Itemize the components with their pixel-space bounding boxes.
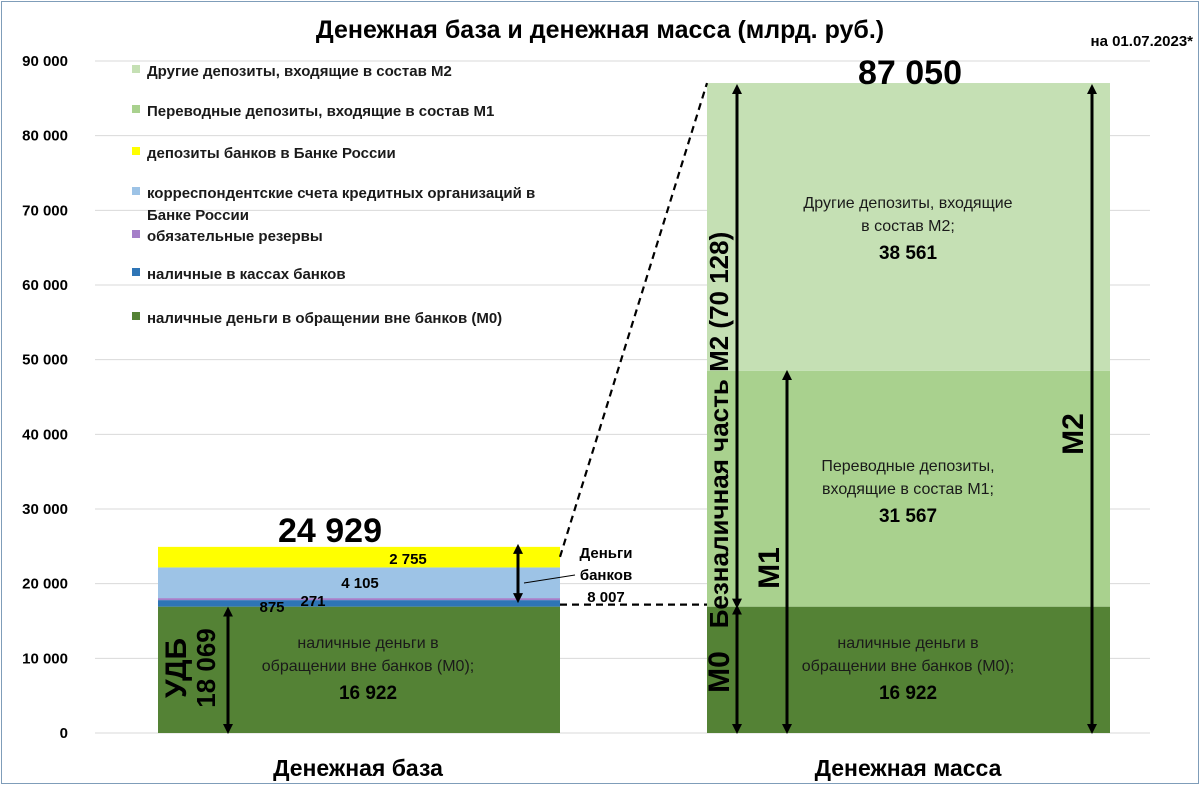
category-label: Денежная масса xyxy=(815,755,1002,781)
legend-swatch xyxy=(132,105,140,113)
data-label: 271 xyxy=(300,593,325,610)
udb-value: 18 069 xyxy=(191,628,221,708)
legend-label: корреспондентские счета кредитных органи… xyxy=(147,185,535,202)
legend-label: депозиты банков в Банке России xyxy=(147,145,396,162)
connector-dashed xyxy=(558,82,709,558)
annotations: 2 755 4 105 271 875 24 929 87 050 Денежная баз… xyxy=(160,54,1097,781)
bank-money-line1: Деньги xyxy=(580,545,633,562)
base-m0-label-line1: наличные деньги в xyxy=(297,635,438,652)
udb-label: УДБ xyxy=(160,638,193,698)
noncash-label: Безналичная часть М2 (70 128) xyxy=(704,232,734,629)
y-tick-label: 80 000 xyxy=(22,128,68,145)
m1-label: М1 xyxy=(753,547,786,589)
data-label: 4 105 xyxy=(341,575,379,592)
mass-m2-label-line2: в состав М2; xyxy=(861,218,955,235)
callout-line xyxy=(523,574,576,584)
chart-title: Денежная база и денежная масса (млрд. ру… xyxy=(316,16,884,44)
date-note: на 01.07.2023* xyxy=(1091,33,1194,50)
mass-m0-label-line2: обращении вне банков (М0); xyxy=(802,658,1014,675)
mass-m2-label-line1: Другие депозиты, входящие xyxy=(803,195,1012,212)
y-tick-label: 50 000 xyxy=(22,352,68,369)
mass-m0-label-line1: наличные деньги в xyxy=(837,635,978,652)
mass-m2-label-value: 38 561 xyxy=(879,243,938,264)
mass-m1-label-line2: входящие в состав М1; xyxy=(822,481,994,498)
data-label: 875 xyxy=(259,599,284,616)
y-tick-label: 0 xyxy=(60,725,68,742)
bars xyxy=(158,83,1110,733)
bar-segment xyxy=(158,600,560,607)
legend-label: Переводные депозиты, входящие в состав М… xyxy=(147,103,494,120)
legend-swatch xyxy=(132,312,140,320)
m0-label: М0 xyxy=(703,651,736,693)
legend-swatch xyxy=(132,268,140,276)
bank-money-value: 8 007 xyxy=(587,589,625,606)
y-tick-label: 60 000 xyxy=(22,277,68,294)
legend-swatch xyxy=(132,230,140,238)
bar-segment xyxy=(158,598,560,601)
legend-swatch xyxy=(132,147,140,155)
base-m0-label-value: 16 922 xyxy=(339,683,397,704)
mass-m0-label-value: 16 922 xyxy=(879,683,937,704)
y-tick-label: 10 000 xyxy=(22,650,68,667)
y-tick-label: 90 000 xyxy=(22,53,68,70)
bar-segment xyxy=(707,370,1110,607)
legend-label: обязательные резервы xyxy=(147,228,323,245)
y-tick-labels: 0 10 000 20 000 30 000 40 000 50 000 60 000 70 … xyxy=(22,53,68,742)
m2-label: М2 xyxy=(1057,413,1090,455)
y-tick-label: 30 000 xyxy=(22,501,68,518)
base-m0-label-line2: обращении вне банков (М0); xyxy=(262,658,474,675)
total-label: 87 050 xyxy=(858,54,962,92)
mass-m1-label-line1: Переводные депозиты, xyxy=(821,458,994,475)
total-label: 24 929 xyxy=(278,512,382,550)
legend-label: Другие депозиты, входящие в состав М2 xyxy=(147,63,452,80)
bank-money-line2: банков xyxy=(580,567,632,584)
data-label: 2 755 xyxy=(389,551,427,568)
legend-label: Банке России xyxy=(147,207,249,224)
bar-segment xyxy=(158,546,560,568)
bar-segment xyxy=(707,606,1110,733)
y-tick-label: 40 000 xyxy=(22,426,68,443)
bar-segment xyxy=(158,567,560,599)
y-tick-label: 20 000 xyxy=(22,576,68,593)
legend-label: наличные в кассах банков xyxy=(147,266,346,283)
bar-segment xyxy=(707,83,1110,371)
y-tick-label: 70 000 xyxy=(22,202,68,219)
category-label: Денежная база xyxy=(273,755,443,781)
legend-label: наличные деньги в обращении вне банков (… xyxy=(147,310,502,327)
legend-swatch xyxy=(132,187,140,195)
mass-m1-label-value: 31 567 xyxy=(879,506,937,527)
legend: Другие депозиты, входящие в состав М2 Пер… xyxy=(132,63,535,327)
legend-swatch xyxy=(132,65,140,73)
